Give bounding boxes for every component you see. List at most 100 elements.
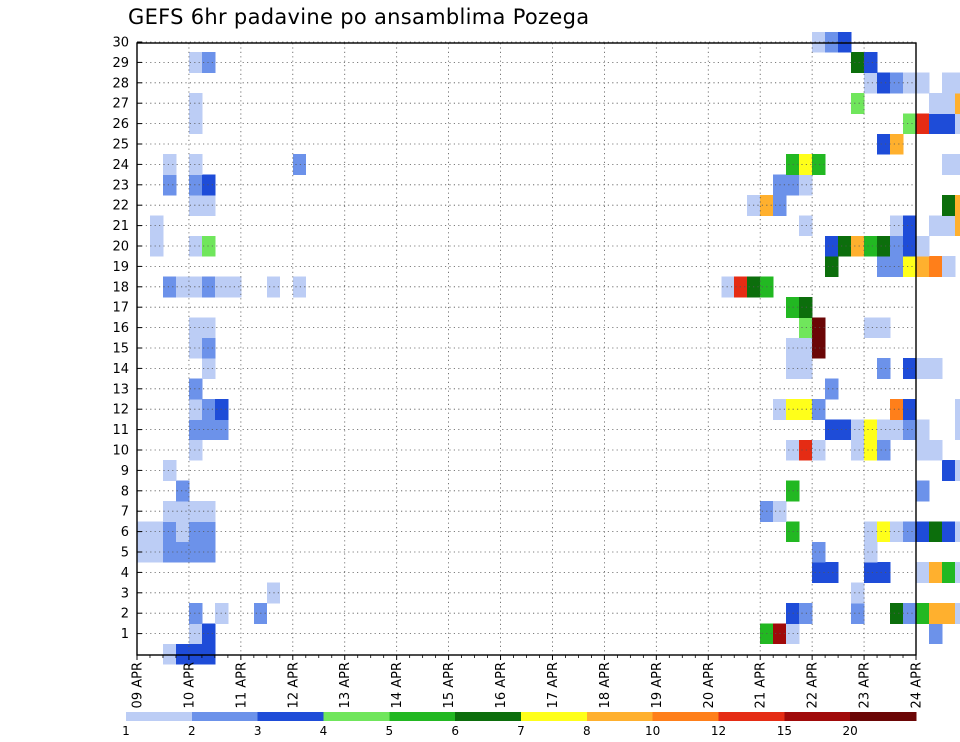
heatmap-cell — [175, 643, 190, 665]
heatmap-cell — [162, 154, 177, 175]
heatmap-cell — [162, 521, 177, 543]
heatmap-cell — [954, 72, 960, 94]
legend-swatch — [521, 712, 588, 721]
heatmap-cell — [162, 541, 177, 563]
x-tick-label: 18 APR — [598, 662, 613, 708]
heatmap-cell — [916, 235, 930, 257]
heatmap-cell — [175, 541, 190, 563]
heatmap-cell — [954, 113, 960, 135]
heatmap-cell — [812, 337, 826, 359]
heatmap-cell — [201, 276, 216, 298]
heatmap-cell — [890, 419, 904, 441]
legend-label: 12 — [711, 724, 726, 738]
heatmap-cell — [162, 643, 177, 665]
heatmap-cell — [201, 419, 216, 441]
heatmap-cell — [864, 52, 878, 73]
heatmap-cell — [890, 133, 904, 155]
heatmap-cell — [890, 521, 904, 543]
heatmap-cell — [188, 419, 203, 441]
heatmap-cell — [877, 317, 891, 339]
heatmap-cell — [162, 501, 177, 522]
heatmap-cell — [954, 154, 960, 175]
heatmap-cell — [954, 419, 960, 441]
heatmap-cell — [941, 154, 956, 175]
heatmap-cell — [864, 317, 878, 339]
heatmap-cell — [201, 643, 216, 665]
heatmap-cell — [201, 501, 216, 522]
heatmap-cell — [838, 235, 852, 257]
legend-swatch — [191, 712, 258, 721]
legend-swatch — [850, 712, 917, 721]
heatmap-cell — [188, 399, 203, 420]
heatmap-cell — [851, 439, 865, 461]
chart-title: GEFS 6hr padavine po ansamblima Pozega — [128, 5, 590, 29]
y-tick-label: 20 — [112, 240, 129, 255]
x-tick-label: 11 APR — [234, 662, 249, 708]
legend-label: 4 — [320, 724, 328, 738]
heatmap-cell — [954, 562, 960, 583]
heatmap-cell — [721, 276, 735, 298]
heatmap-cell — [903, 603, 917, 624]
y-tick-label: 10 — [112, 444, 129, 459]
heatmap-cell — [188, 501, 203, 522]
heatmap-cell — [941, 215, 956, 237]
heatmap-cell — [864, 72, 878, 94]
heatmap-cell — [162, 460, 177, 481]
heatmap-cell — [941, 460, 956, 481]
y-tick-label: 7 — [121, 505, 129, 520]
heatmap-cell — [954, 195, 960, 216]
heatmap-cell — [916, 419, 930, 441]
y-tick-label: 9 — [121, 464, 129, 479]
heatmap-cell — [941, 603, 956, 624]
legend-label: 7 — [517, 724, 525, 738]
heatmap-cell — [149, 235, 164, 257]
heatmap-cell — [175, 501, 190, 522]
heatmap-cell — [188, 337, 203, 359]
heatmap-cell — [864, 439, 878, 461]
heatmap-cell — [851, 582, 865, 604]
heatmap-cell — [928, 521, 943, 543]
heatmap-cell — [941, 256, 956, 277]
heatmap-cell — [812, 154, 826, 175]
x-tick-label: 16 APR — [494, 662, 509, 708]
legend-label: 1 — [122, 724, 130, 738]
y-tick-label: 19 — [112, 260, 129, 275]
heatmap-cell — [162, 174, 177, 196]
heatmap-cell — [890, 235, 904, 257]
legend-label: 20 — [843, 724, 858, 738]
heatmap-cell — [928, 603, 943, 624]
heatmap-cell — [188, 52, 203, 73]
heatmap-cell — [903, 256, 917, 277]
legend-label: 10 — [645, 724, 660, 738]
heatmap-cell — [188, 195, 203, 216]
heatmap-cell — [954, 603, 960, 624]
heatmap-cell — [916, 256, 930, 277]
x-tick-label: 19 APR — [650, 662, 665, 708]
heatmap-cell — [916, 603, 930, 624]
heatmap-cell — [903, 521, 917, 543]
heatmap-cell — [188, 154, 203, 175]
x-tick-label: 14 APR — [390, 662, 405, 708]
y-tick-label: 22 — [112, 199, 129, 214]
heatmap-cell — [928, 358, 943, 379]
heatmap-cell — [916, 72, 930, 94]
y-tick-label: 3 — [121, 586, 129, 601]
x-tick-label: 12 APR — [286, 662, 301, 708]
grid-lines — [137, 41, 916, 655]
legend-swatch — [784, 712, 851, 721]
heatmap-cell — [864, 235, 878, 257]
heatmap-cell — [825, 256, 839, 277]
heatmap-cell — [292, 154, 307, 175]
heatmap-cell — [188, 93, 203, 114]
heatmap-cell — [941, 113, 956, 135]
heatmap-cell — [916, 113, 930, 135]
heatmap-cell — [928, 439, 943, 461]
heatmap-cell — [292, 276, 307, 298]
x-tick-label: 17 APR — [546, 662, 561, 708]
heatmap-cell — [201, 235, 216, 257]
y-tick-label: 16 — [112, 321, 129, 336]
y-tick-label: 23 — [112, 178, 129, 193]
heatmap-cell — [201, 623, 216, 645]
y-tick-label: 15 — [112, 342, 129, 357]
heatmap-cell — [188, 541, 203, 563]
